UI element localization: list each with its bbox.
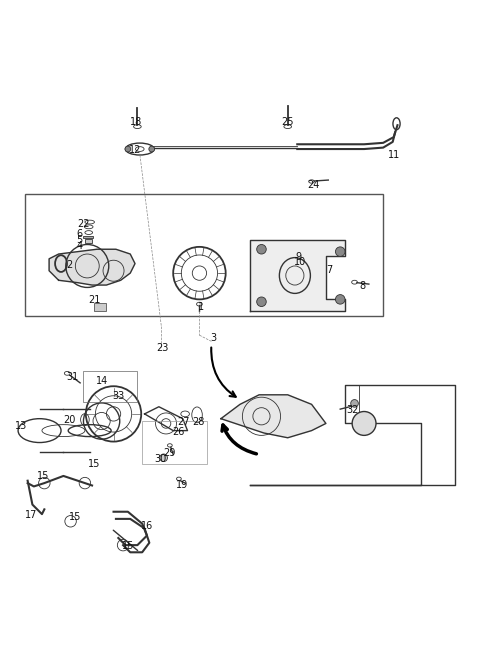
Text: 15: 15: [37, 471, 49, 481]
Circle shape: [125, 146, 131, 152]
Text: 14: 14: [96, 377, 108, 386]
Text: 24: 24: [307, 180, 319, 190]
Text: 31: 31: [66, 372, 78, 382]
Text: 1: 1: [198, 302, 204, 312]
Circle shape: [352, 411, 376, 436]
Bar: [83, 371, 137, 402]
Text: 4: 4: [76, 241, 82, 251]
Circle shape: [149, 146, 155, 152]
Text: 5: 5: [76, 235, 82, 245]
Text: 8: 8: [360, 281, 366, 291]
Polygon shape: [250, 239, 345, 312]
Text: 3: 3: [211, 333, 217, 344]
Text: 26: 26: [172, 427, 184, 437]
Bar: [142, 421, 206, 464]
Bar: [95, 302, 107, 312]
Text: 19: 19: [176, 480, 188, 489]
Text: 27: 27: [178, 417, 190, 428]
Text: 7: 7: [326, 265, 333, 275]
Text: 21: 21: [88, 295, 101, 305]
Bar: [25, 194, 383, 316]
Text: 15: 15: [69, 512, 82, 522]
Text: 29: 29: [163, 448, 176, 458]
Text: 9: 9: [295, 253, 301, 262]
Text: 2: 2: [67, 260, 73, 270]
Circle shape: [160, 454, 168, 462]
Text: 23: 23: [156, 343, 169, 353]
Text: 17: 17: [25, 510, 37, 520]
Text: 11: 11: [388, 150, 400, 160]
Text: 15: 15: [88, 459, 101, 469]
Circle shape: [257, 245, 266, 254]
Text: 28: 28: [192, 417, 204, 428]
Text: 22: 22: [77, 219, 90, 229]
Text: 13: 13: [15, 421, 27, 431]
Text: 30: 30: [154, 454, 167, 464]
Text: 6: 6: [76, 228, 82, 239]
Polygon shape: [221, 395, 326, 438]
Circle shape: [351, 400, 359, 407]
Bar: [84, 236, 93, 238]
Text: 25: 25: [281, 117, 294, 127]
Text: 18: 18: [130, 117, 143, 127]
Text: 15: 15: [121, 541, 134, 551]
Text: 32: 32: [346, 405, 359, 415]
Circle shape: [336, 247, 345, 256]
Polygon shape: [49, 249, 135, 285]
Text: 10: 10: [294, 257, 306, 267]
Bar: [85, 239, 92, 243]
Text: 16: 16: [141, 521, 153, 531]
Text: 12: 12: [129, 145, 141, 155]
Text: 33: 33: [112, 391, 124, 401]
Circle shape: [257, 297, 266, 306]
Circle shape: [336, 295, 345, 304]
Text: 20: 20: [63, 415, 76, 424]
